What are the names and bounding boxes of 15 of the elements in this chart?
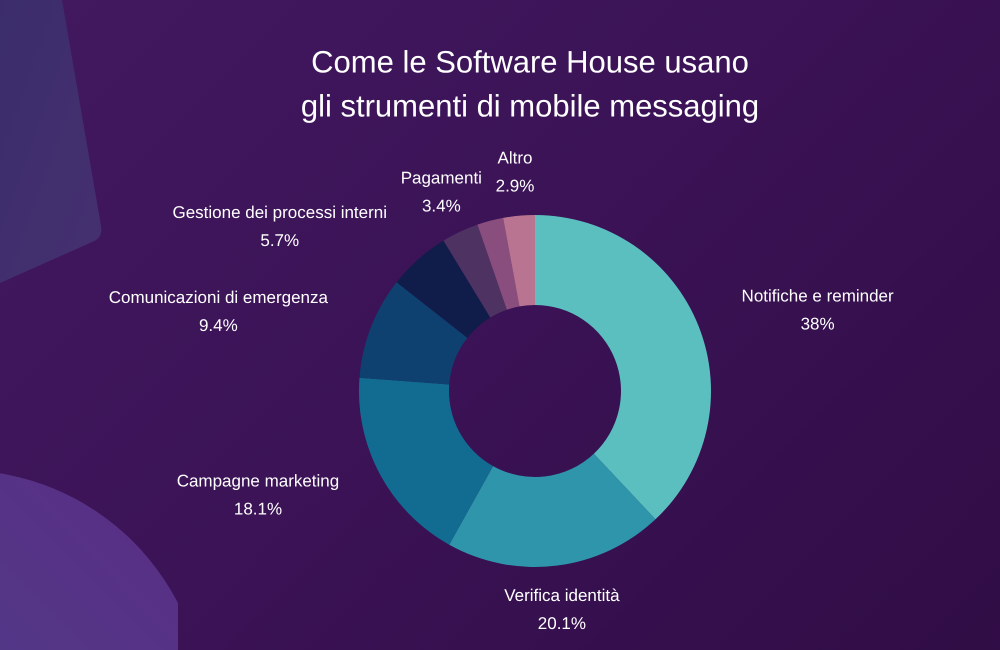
data-label: 2.9%	[496, 176, 534, 196]
slice-label: Notifiche e reminder	[742, 286, 894, 306]
data-label: 5.7%	[260, 230, 300, 250]
slice-label: Pagamenti	[400, 168, 482, 188]
data-label: 38%	[800, 314, 835, 334]
data-label: 9.4%	[198, 316, 238, 335]
slice-label: Gestione dei processi interni	[172, 202, 387, 222]
chart-title: Come le Software House usano gli strumenti di mobile messaging	[300, 44, 760, 124]
slice-label: Altro	[498, 148, 532, 168]
data-label: 20.1%	[538, 614, 586, 633]
slice-label: Campagne marketing	[176, 472, 340, 491]
slice-label: Comunicazioni di emergenza	[108, 288, 328, 307]
slice-label: Verifica identità	[504, 586, 620, 605]
data-label: 18.1%	[234, 500, 282, 519]
data-label: 3.4%	[422, 196, 461, 216]
